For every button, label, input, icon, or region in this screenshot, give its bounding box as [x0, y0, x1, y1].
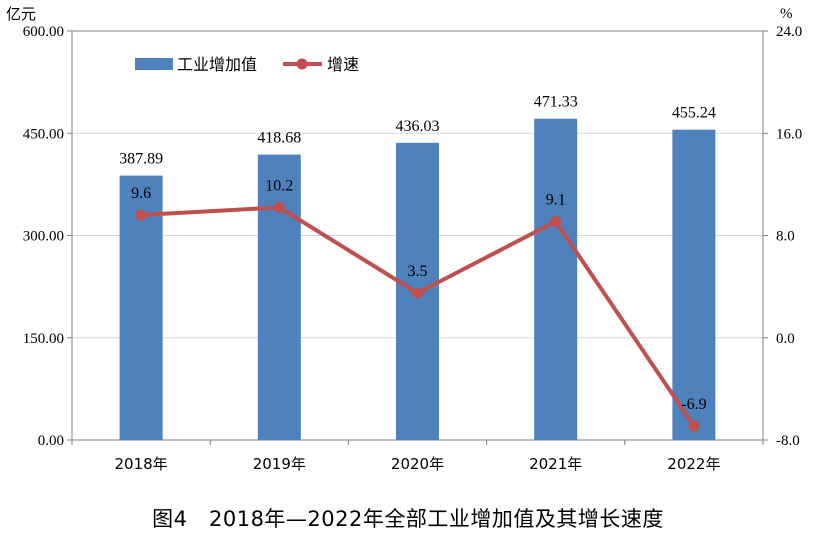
y-right-tick-label: -8.0 — [776, 433, 800, 449]
x-tick-label: 2022年 — [667, 455, 720, 473]
legend: 工业增加值 增速 — [135, 55, 359, 74]
chart: 387.89 418.68 436.03 471.33 455.24 9.6 10.2 3.5… — [6, 5, 802, 473]
y-left-tick-label: 300.00 — [23, 229, 64, 245]
legend-bar-label: 工业增加值 — [177, 55, 257, 74]
growth-point — [273, 201, 285, 213]
x-tick-label: 2019年 — [253, 455, 306, 473]
legend-line-label: 增速 — [327, 55, 359, 74]
legend-line-marker — [296, 58, 308, 70]
growth-value-label: 10.2 — [265, 177, 293, 194]
y-right-tick-label: 8.0 — [776, 229, 795, 245]
growth-value-label: 9.6 — [131, 185, 151, 202]
x-tick-label: 2021年 — [529, 455, 582, 473]
growth-value-label: 9.1 — [546, 191, 566, 208]
y-left-tick-label: 450.00 — [23, 126, 64, 142]
bar — [672, 129, 716, 440]
y-right-unit-label: % — [780, 6, 793, 22]
growth-point — [135, 209, 147, 221]
bar — [534, 118, 578, 440]
x-tick-label: 2020年 — [391, 455, 444, 473]
bar-series — [119, 118, 716, 440]
growth-point — [550, 215, 562, 227]
y-right-tick-label: 24.0 — [776, 24, 802, 40]
line-series — [135, 201, 700, 432]
growth-value-label: 3.5 — [408, 263, 428, 280]
legend-bar-swatch — [135, 58, 173, 70]
data-labels: 387.89 418.68 436.03 471.33 455.24 9.6 10.2 3.5… — [119, 94, 716, 413]
y-left-unit-label: 亿元 — [6, 5, 36, 23]
bar-value-label: 455.24 — [672, 105, 716, 122]
bar-value-label: 387.89 — [119, 151, 163, 168]
y-left-tick-label: 0.00 — [38, 433, 64, 449]
bar-value-label: 471.33 — [534, 94, 578, 111]
chart-caption: 图4 2018年—2022年全部工业增加值及其增长速度 — [152, 507, 664, 531]
y-right-tick-label: 0.0 — [776, 331, 795, 347]
y-left-tick-label: 600.00 — [23, 24, 64, 40]
growth-value-label: -6.9 — [681, 396, 706, 413]
axes: 亿元 % 0.00 150.00 300.00 450.00 600.00 -8.0 0.0… — [6, 5, 802, 473]
growth-point — [412, 287, 423, 299]
y-right-tick-label: 16.0 — [776, 126, 802, 142]
y-left-tick-label: 150.00 — [23, 331, 64, 347]
bar-value-label: 436.03 — [396, 118, 440, 135]
bar — [257, 154, 301, 440]
bar-value-label: 418.68 — [257, 130, 301, 147]
x-tick-label: 2018年 — [115, 455, 168, 473]
growth-point — [688, 420, 700, 432]
